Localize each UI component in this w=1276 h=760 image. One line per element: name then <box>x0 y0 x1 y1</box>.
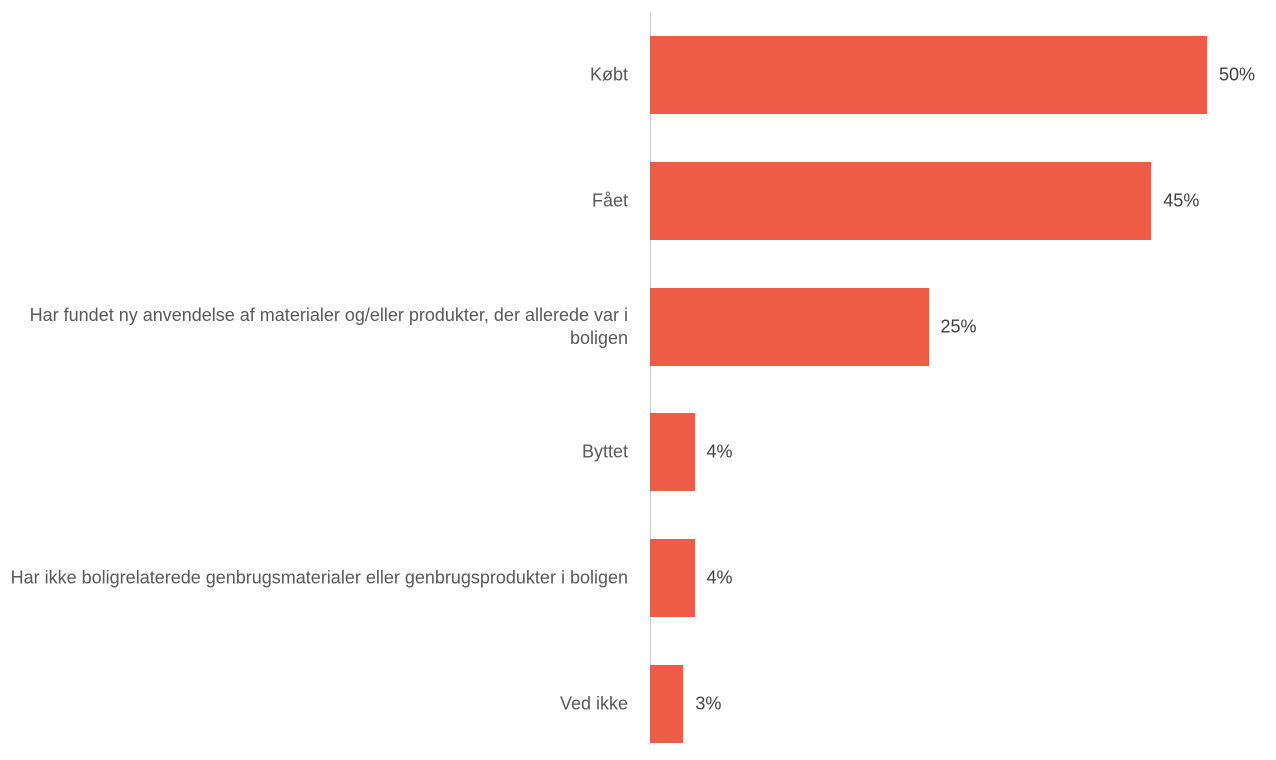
axis-line <box>650 12 651 745</box>
category-label: Ved ikke <box>559 693 628 714</box>
value-label: 4% <box>706 567 733 588</box>
category-label: Har fundet ny anvendelse af materialer o… <box>29 304 628 348</box>
value-label: 3% <box>695 693 722 714</box>
bar <box>650 539 695 618</box>
bar <box>650 665 684 743</box>
value-label: 45% <box>1163 190 1200 211</box>
category-label: Byttet <box>581 441 628 462</box>
bar <box>650 413 695 492</box>
value-label: 25% <box>940 316 977 337</box>
value-label: 4% <box>706 441 733 462</box>
bar <box>650 161 1152 240</box>
category-label: Købt <box>589 64 628 85</box>
category-label: Fået <box>591 190 628 211</box>
value-label: 50% <box>1219 64 1256 85</box>
category-label: Har ikke boligrelaterede genbrugsmateria… <box>10 567 628 588</box>
bar <box>650 287 929 366</box>
bar <box>650 36 1207 114</box>
